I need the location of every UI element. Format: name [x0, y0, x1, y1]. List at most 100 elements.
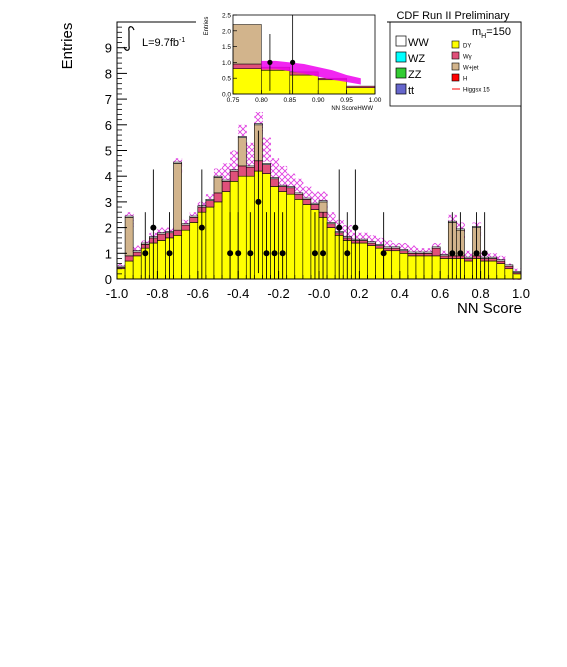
bar-w: [270, 178, 279, 187]
bar-w: [423, 253, 433, 257]
bar-dy: [294, 199, 304, 280]
bar-w: [399, 250, 409, 254]
mass-label: mH=150: [472, 26, 511, 40]
x-tick-label: -0.0: [308, 286, 330, 301]
bar-ww: [318, 200, 328, 203]
data-point: [255, 198, 262, 205]
bar-ww: [221, 179, 231, 182]
x-tick-label: -0.4: [227, 286, 249, 301]
inset-y-tick-label: 1.5: [222, 44, 231, 51]
bar-ww: [302, 197, 312, 200]
bar-ww: [391, 246, 401, 249]
y-tick-label: 5: [105, 144, 112, 159]
bar-ww: [407, 251, 417, 254]
bar-wjet: [318, 201, 328, 213]
bar-dy: [367, 245, 376, 280]
bar-w: [383, 247, 393, 252]
data-point: [150, 224, 157, 231]
bar-dy: [359, 242, 368, 280]
inset-x-tick-label: 0.90: [312, 97, 325, 104]
bar-wjet: [213, 177, 223, 194]
bar-ww: [415, 251, 425, 254]
inset-y-tick-label: 0.5: [222, 76, 231, 83]
bar-w: [431, 247, 441, 257]
legend-label: WZ: [408, 53, 425, 65]
data-point: [320, 250, 327, 257]
data-point: [166, 250, 173, 257]
inset-bar-dy: [289, 74, 319, 95]
bar-w: [407, 253, 417, 257]
bar-ww: [464, 256, 473, 259]
bar-w: [189, 217, 199, 223]
y-tick-label: 6: [105, 118, 112, 133]
bar-ww: [375, 244, 384, 246]
inset-background: [196, 8, 387, 112]
legend-swatch: [451, 40, 460, 49]
bar-dy: [173, 235, 182, 280]
bar-w: [375, 245, 384, 249]
bar-w: [124, 255, 134, 262]
uncertainty-band-bin: [310, 191, 320, 211]
bar-dy: [504, 268, 514, 280]
bar-w: [367, 242, 376, 246]
inset-x-tick-label: 1.00: [369, 97, 382, 104]
bar-w: [439, 255, 449, 259]
data-point: [344, 250, 351, 257]
legend-label: ZZ: [408, 69, 422, 81]
legend-swatch: [395, 83, 407, 95]
data-point: [263, 250, 270, 257]
bar-w: [157, 233, 166, 241]
uncertainty-band-bin: [222, 163, 231, 185]
bar-w: [326, 223, 336, 228]
bar-dy: [189, 222, 199, 280]
inset-data-point: [290, 59, 296, 65]
data-point: [279, 250, 286, 257]
bar-ww: [431, 246, 441, 249]
inset-bar-dy: [317, 79, 347, 95]
bar-w: [359, 240, 368, 244]
bar-wjet: [173, 163, 182, 231]
data-point: [449, 250, 456, 257]
uncertainty-band-bin: [464, 250, 474, 262]
data-point: [352, 224, 359, 231]
y-tick-label: 9: [105, 41, 112, 56]
x-axis-label: NN Score: [457, 300, 522, 317]
data-point: [473, 250, 480, 257]
inset-x-tick-label: 0.75: [227, 97, 240, 104]
bar-dy: [326, 227, 336, 280]
bar-dy: [488, 260, 498, 280]
bar-ww: [245, 165, 255, 168]
bar-w: [504, 265, 514, 270]
bar-ww: [124, 215, 134, 218]
bar-dy: [132, 255, 142, 280]
bar-w: [294, 193, 304, 200]
bar-dy: [302, 204, 312, 280]
chart-title: CDF Run II Preliminary: [396, 10, 510, 22]
bar-ww: [496, 259, 506, 262]
inset-x-tick-label: 0.95: [340, 97, 353, 104]
bar-ww: [367, 241, 376, 244]
bar-dy: [181, 229, 191, 280]
bar-dy: [286, 193, 296, 280]
bar-dy: [205, 206, 215, 280]
bar-w: [496, 260, 506, 264]
legend-label: H: [463, 77, 467, 83]
inset-bar-dy: [346, 87, 376, 95]
bar-dy: [439, 258, 449, 280]
data-point: [271, 250, 278, 257]
bar-dy: [464, 260, 473, 280]
y-tick-label: 1: [105, 246, 112, 261]
inset-bar-w: [232, 63, 262, 69]
data-point: [457, 250, 464, 257]
bar-w: [132, 251, 142, 257]
bar-dy: [407, 255, 417, 280]
x-tick-label: -0.6: [187, 286, 209, 301]
inset-x-tick-label: 0.80: [255, 97, 268, 104]
bar-ww: [157, 232, 166, 235]
legend-label: Higgsx 15: [463, 88, 490, 94]
x-tick-label: -0.8: [146, 286, 168, 301]
inset-bar-dy: [261, 70, 291, 95]
x-tick-label: 0.2: [350, 286, 368, 301]
bar-w: [213, 192, 223, 203]
